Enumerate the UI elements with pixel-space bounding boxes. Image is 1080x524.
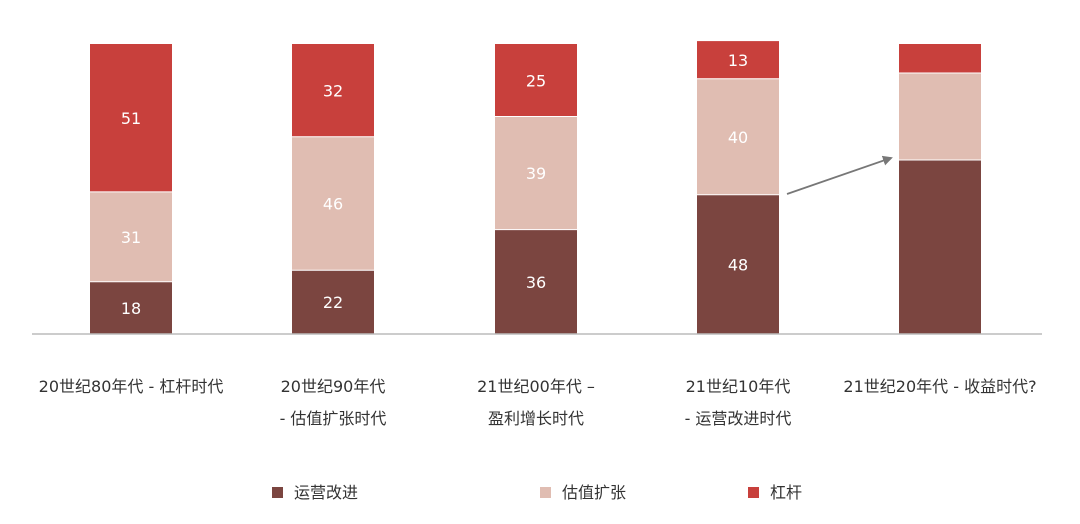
- bar-stack: 36 39 25: [495, 44, 577, 334]
- category-labels: 20世纪80年代 - 杠杆时代 20世纪90年代 - 估值扩张时代 21世纪00年代 …: [39, 377, 1037, 428]
- data-label: 25: [526, 71, 546, 90]
- bar-segment: [697, 194, 779, 334]
- category-label: 20世纪80年代 - 杠杆时代: [39, 377, 224, 396]
- bar-segment: [899, 73, 981, 160]
- category-label: - 估值扩张时代: [280, 409, 387, 428]
- bar-segment: [899, 160, 981, 334]
- data-label: 46: [323, 195, 343, 214]
- bar-segment: [697, 78, 779, 195]
- bar-stack: 22 46 32: [292, 44, 374, 334]
- legend-swatch: [748, 487, 759, 498]
- data-label: 13: [728, 51, 748, 70]
- category-label: - 运营改进时代: [685, 409, 792, 428]
- data-label: 40: [728, 128, 748, 147]
- legend-item: 估值扩张: [540, 483, 626, 502]
- data-label: 48: [728, 255, 748, 274]
- bars-group: 18 31 51 22 46 32 36 39 25 48 40 13: [90, 41, 981, 334]
- bar-segment: [90, 191, 172, 282]
- bar-stack: [899, 44, 981, 334]
- bar-stack: 18 31 51: [90, 44, 172, 334]
- data-label: 22: [323, 293, 343, 312]
- category-label: 21世纪20年代 - 收益时代?: [843, 377, 1036, 396]
- legend-label: 估值扩张: [562, 483, 626, 502]
- bar-segment: [292, 136, 374, 271]
- category-label: 20世纪90年代: [281, 377, 386, 396]
- data-label: 31: [121, 228, 141, 247]
- bar-segment: [899, 44, 981, 73]
- bar-segment: [697, 41, 779, 79]
- legend-item: 杠杆: [748, 483, 802, 502]
- data-label: 18: [121, 299, 141, 318]
- category-label: 21世纪00年代 –: [477, 377, 595, 396]
- legend-label: 杠杆: [770, 483, 802, 502]
- legend-swatch: [272, 487, 283, 498]
- legend-swatch: [540, 487, 551, 498]
- bar-segment: [292, 270, 374, 334]
- legend-label: 运营改进: [294, 483, 358, 502]
- bar-stack: 48 40 13: [697, 41, 779, 334]
- data-label: 32: [323, 81, 343, 100]
- bar-segment: [90, 281, 172, 334]
- data-label: 39: [526, 164, 546, 183]
- category-label: 盈利增长时代: [488, 409, 584, 428]
- legend-item: 运营改进: [272, 483, 358, 502]
- bar-segment: [90, 44, 172, 192]
- bar-segment: [495, 44, 577, 117]
- bar-segment: [495, 229, 577, 334]
- category-label: 21世纪10年代: [686, 377, 791, 396]
- annotation-arrow: [786, 155, 893, 195]
- data-label: 36: [526, 273, 546, 292]
- bar-segment: [495, 116, 577, 230]
- data-label: 51: [121, 109, 141, 128]
- legend: 运营改进 估值扩张 杠杆: [272, 483, 802, 502]
- bar-segment: [292, 44, 374, 137]
- annotation-group: [786, 155, 893, 195]
